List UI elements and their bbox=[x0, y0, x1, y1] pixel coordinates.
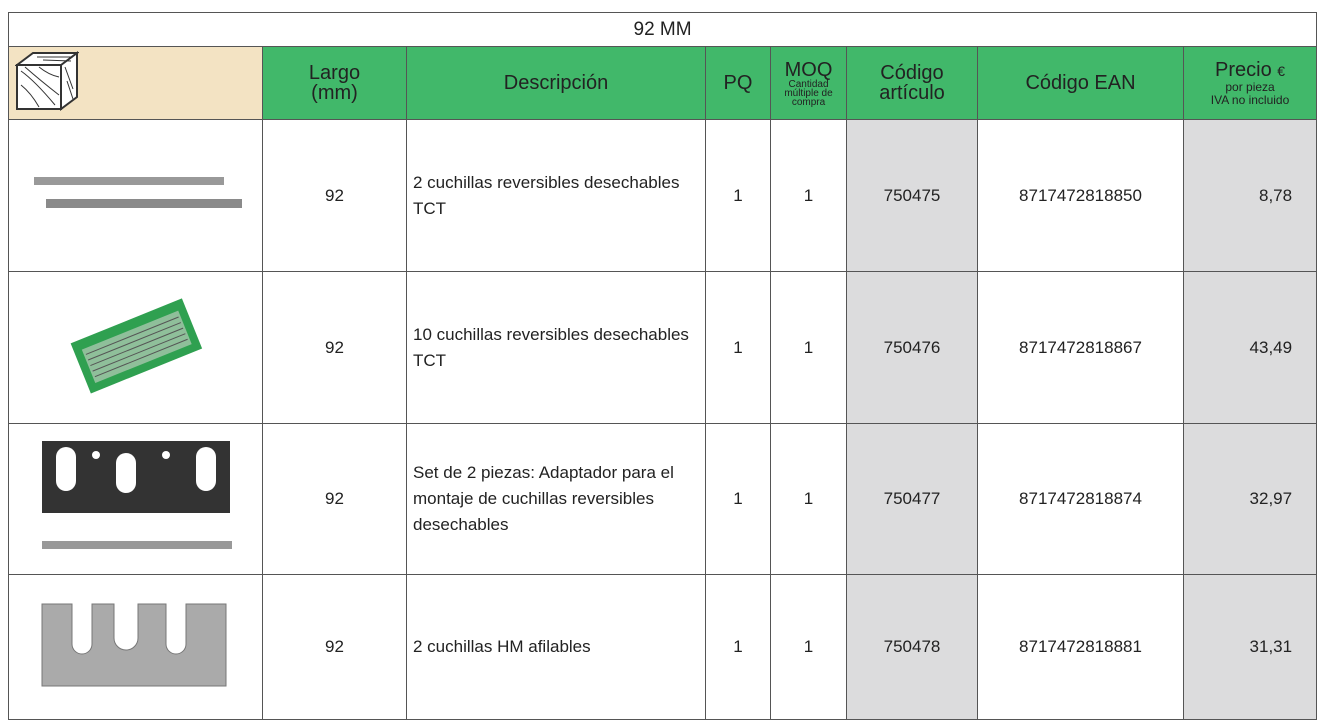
precio-cell: 32,97 bbox=[1182, 423, 1318, 575]
precio-cell: 43,49 bbox=[1182, 271, 1318, 424]
largo-cell: 92 bbox=[262, 574, 407, 720]
largo-cell: 92 bbox=[262, 423, 407, 575]
codigo-cell: 750477 bbox=[846, 423, 978, 575]
pq-cell: 1 bbox=[705, 574, 771, 720]
ean-cell: 8717472818881 bbox=[977, 574, 1184, 720]
header-icon bbox=[8, 46, 263, 120]
codigo-cell: 750476 bbox=[846, 271, 978, 424]
moq-cell: 1 bbox=[770, 271, 847, 424]
header-moq: MOQ Cantidad múltiple de compra bbox=[770, 46, 847, 120]
table-row: 92 Set de 2 piezas: Adaptador para el mon… bbox=[8, 423, 1318, 575]
precio-cell: 8,78 bbox=[1182, 119, 1318, 272]
moq-cell: 1 bbox=[770, 423, 847, 575]
header-pq: PQ bbox=[705, 46, 771, 120]
product-image bbox=[8, 271, 263, 424]
descripcion-cell: 2 cuchillas reversibles desechables TCT bbox=[406, 119, 706, 272]
header-precio: Precio € por pieza IVA no incluido bbox=[1182, 46, 1318, 120]
adapter-image bbox=[41, 440, 232, 549]
moq-sub: Cantidad múltiple de compra bbox=[784, 78, 833, 108]
descripcion-cell: Set de 2 piezas: Adaptador para el monta… bbox=[406, 423, 706, 575]
ean-cell: 8717472818850 bbox=[977, 119, 1184, 272]
codigo-cell: 750475 bbox=[846, 119, 978, 272]
moq-cell: 1 bbox=[770, 119, 847, 272]
price-table: 92 MM Largo (mm) Descripción PQ MOQ Canti… bbox=[7, 12, 1318, 720]
product-image bbox=[8, 574, 263, 720]
pq-cell: 1 bbox=[705, 423, 771, 575]
largo-cell: 92 bbox=[262, 271, 407, 424]
header-largo: Largo (mm) bbox=[262, 46, 407, 120]
descripcion-cell: 2 cuchillas HM afilables bbox=[406, 574, 706, 720]
precio-sub: IVA no incluido bbox=[1210, 92, 1290, 107]
table-row: 92 10 cuchillas reversibles desechables T… bbox=[8, 271, 1318, 424]
wood-icon bbox=[14, 51, 80, 111]
ean-cell: 8717472818867 bbox=[977, 271, 1184, 424]
precio-unit: € bbox=[1277, 62, 1286, 79]
precio-cell: 31,31 bbox=[1182, 574, 1318, 720]
product-image bbox=[8, 119, 263, 272]
pq-cell: 1 bbox=[705, 119, 771, 272]
header-ean: Código EAN bbox=[977, 46, 1184, 120]
table-row: 92 2 cuchillas HM afilables 1 1 750478 871747… bbox=[8, 574, 1318, 720]
product-image bbox=[8, 423, 263, 575]
codigo-cell: 750478 bbox=[846, 574, 978, 720]
precio-sub: por pieza bbox=[1225, 79, 1275, 94]
header-descripcion: Descripción bbox=[406, 46, 706, 120]
table-row: 92 2 cuchillas reversibles desechables TC… bbox=[8, 119, 1318, 272]
moq-label: MOQ bbox=[784, 58, 833, 81]
pq-cell: 1 bbox=[705, 271, 771, 424]
ean-cell: 8717472818874 bbox=[977, 423, 1184, 575]
descripcion-cell: 10 cuchillas reversibles desechables TCT bbox=[406, 271, 706, 424]
blade-image bbox=[33, 177, 242, 208]
box-image bbox=[70, 298, 202, 394]
header-codigo: Código artículo bbox=[846, 46, 978, 120]
largo-cell: 92 bbox=[262, 119, 407, 272]
moq-cell: 1 bbox=[770, 574, 847, 720]
precio-label: Precio bbox=[1215, 58, 1272, 81]
table-title: 92 MM bbox=[7, 12, 1318, 47]
hm-blade-image bbox=[41, 603, 226, 686]
